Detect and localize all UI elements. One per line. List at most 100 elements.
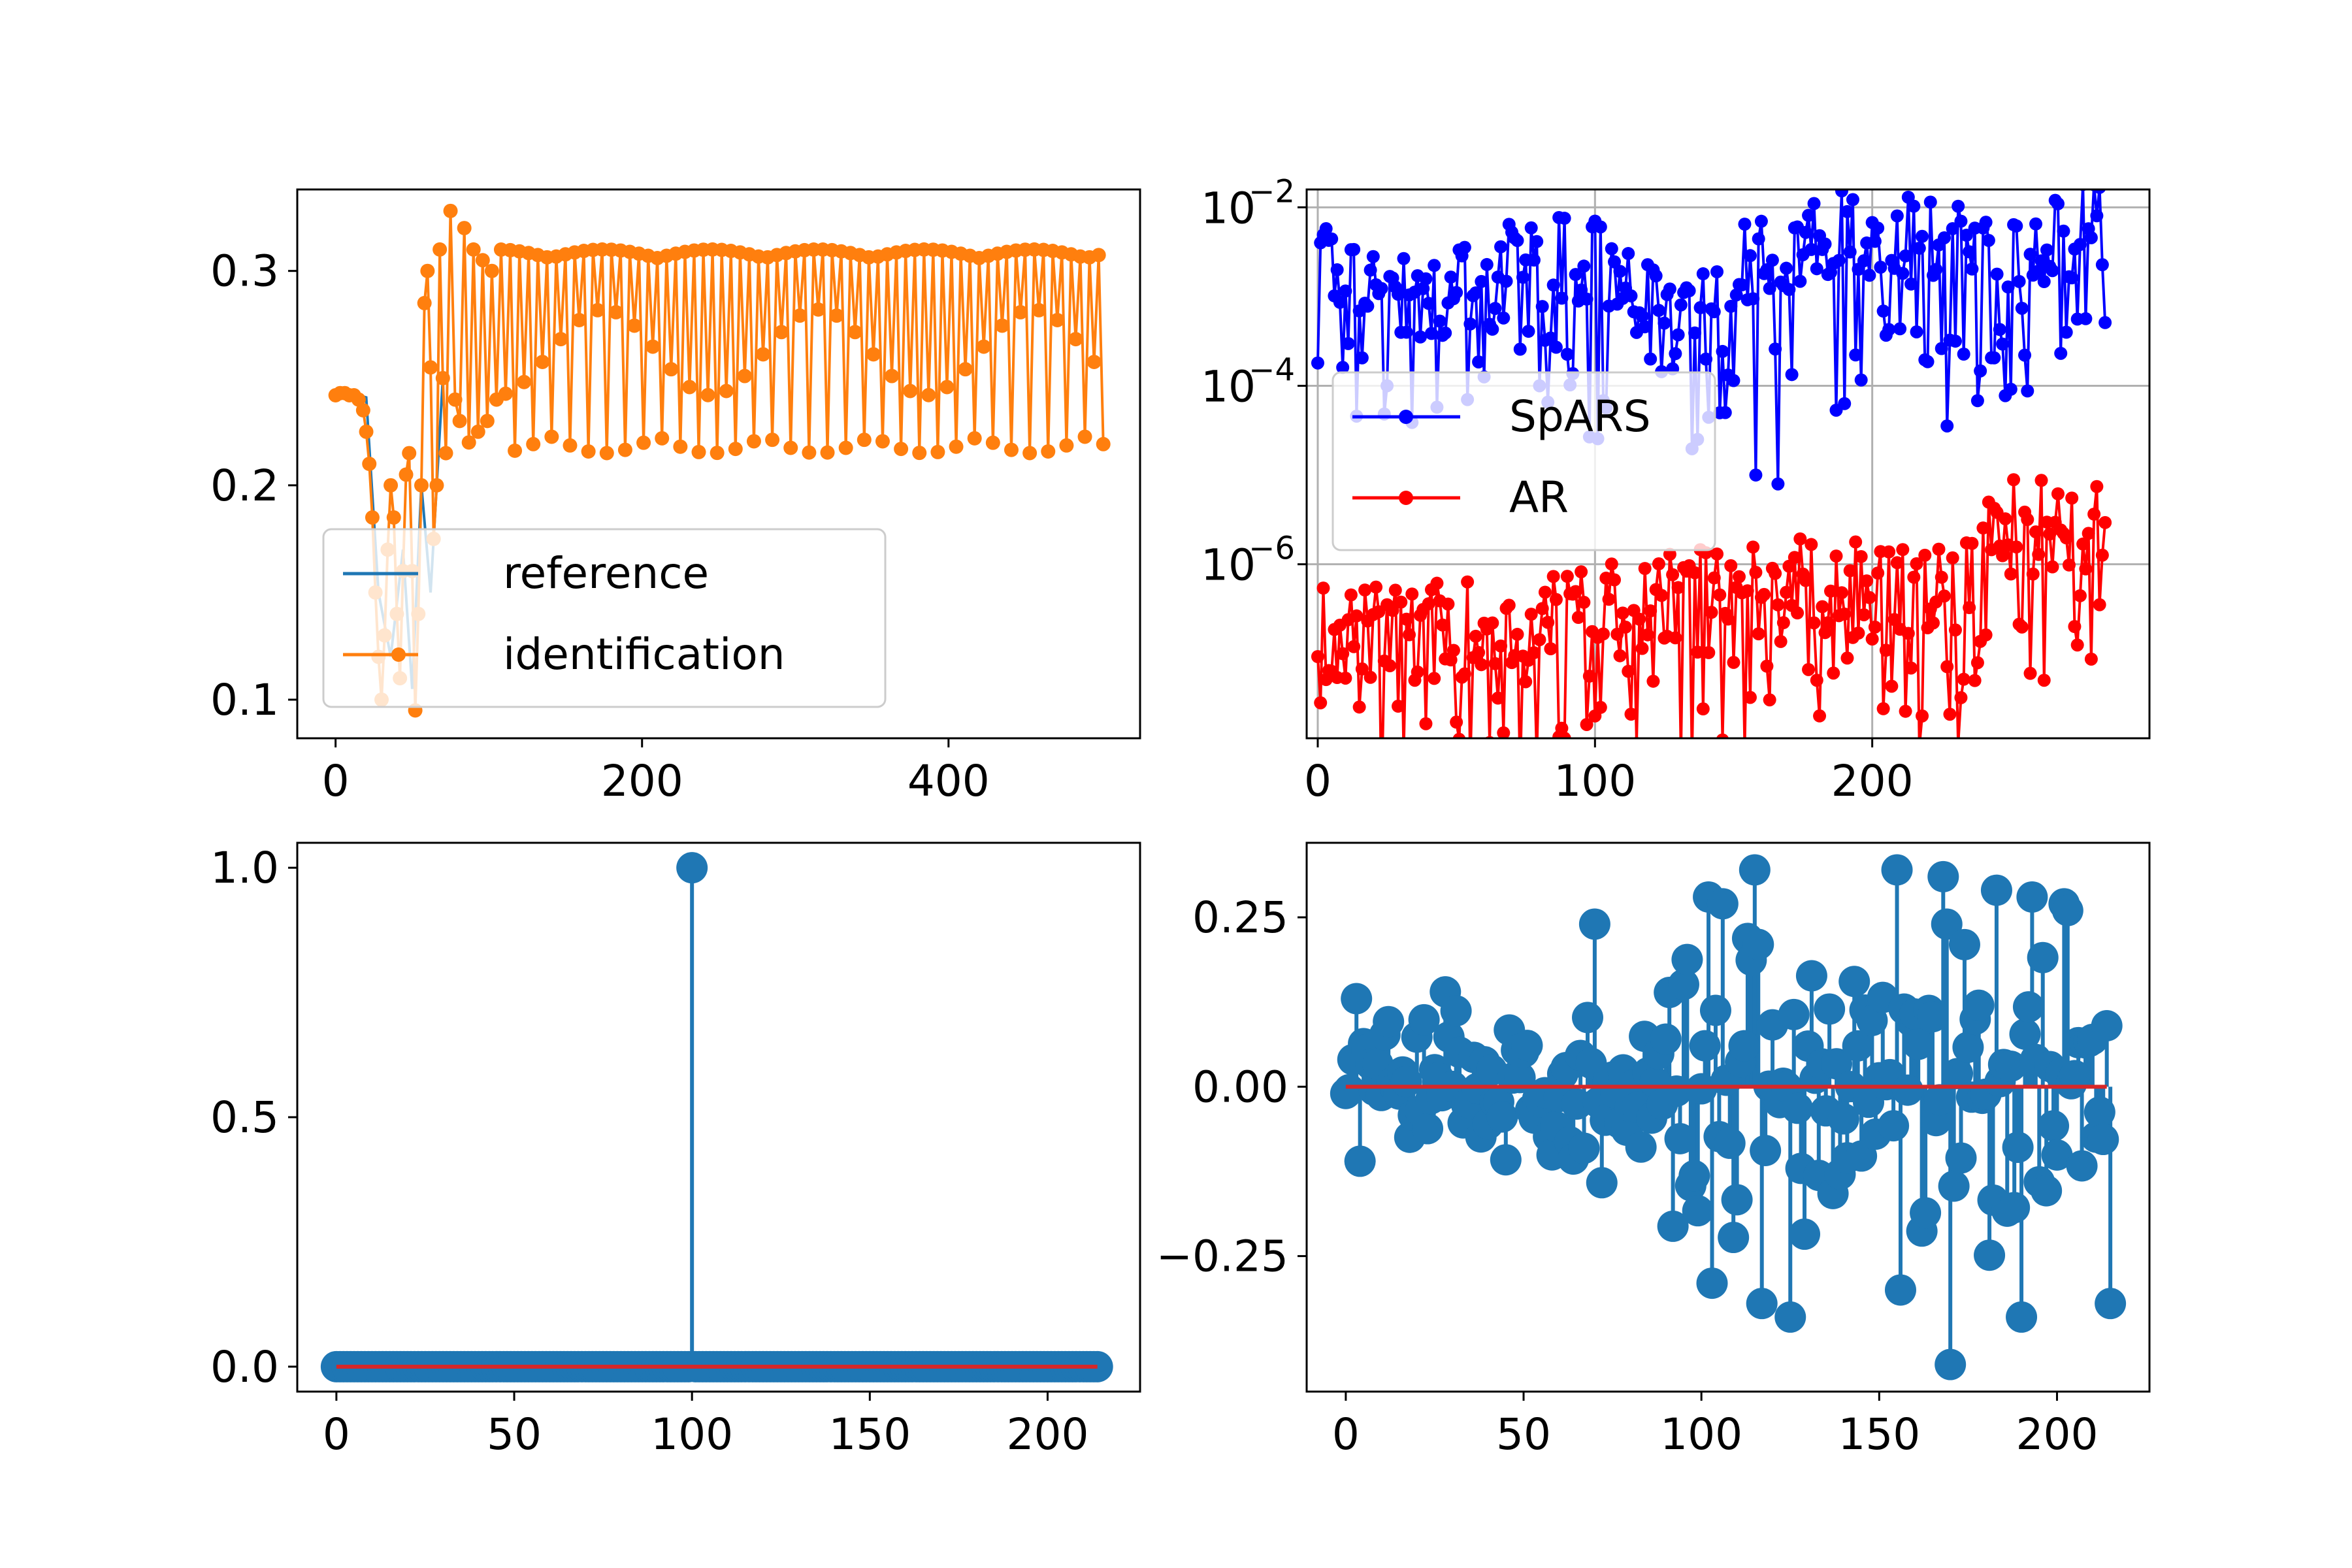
spars-point [1874,261,1887,274]
spars-point [1472,355,1486,368]
ar-point [1780,585,1793,599]
spars-point [1524,221,1538,235]
spars-point [1990,267,2004,281]
identification-point [1091,248,1106,263]
spars-point [1727,374,1740,387]
identification-point [829,308,844,323]
x-tick-label: 100 [651,1409,733,1460]
spars-point [1724,299,1738,313]
ar-point [1544,642,1558,656]
stem-marker [2009,1018,2041,1050]
ar-point [1616,606,1629,620]
spars-point [1921,355,1935,368]
ar-point [1802,662,1816,676]
spars-point [1707,305,1721,319]
stem-marker [1884,1274,1916,1306]
stem-marker [1838,966,1870,998]
spars-point [1970,394,1984,408]
ar-point [1907,570,1921,584]
identification-point [1022,446,1037,461]
spars-point [1682,284,1696,298]
ar-point [1927,616,1940,630]
ar-point [2037,674,2051,687]
identification-point [949,439,964,454]
identification-point [783,440,798,455]
identification-point [553,332,568,347]
legend-ar-label: AR [1509,472,1569,523]
ar-point [1732,570,1746,583]
identification-point [1086,354,1102,369]
identification-point [362,457,377,471]
spars-point [1513,342,1527,356]
x-tick-label: 150 [1838,1409,1920,1460]
stem-marker [1682,1195,1714,1227]
stem-marker [1490,1144,1522,1176]
stem-marker [1728,1030,1760,1062]
spars-point [2012,274,2026,288]
ar-point [1843,564,1857,578]
spars-point [1613,265,1627,278]
spars-point [1546,278,1560,292]
stem-marker [1903,1028,1935,1060]
stem-marker [1916,1001,1948,1033]
spars-point [2018,348,2032,362]
ar-point [1314,696,1328,710]
ar-point [1818,626,1832,640]
identification-point [710,446,725,461]
ar-point [1857,608,1870,621]
spars-point [1635,309,1649,323]
ar-point [1860,574,1874,588]
ar-point [1383,659,1397,673]
identification-point [1041,444,1056,459]
ar-point [2084,652,2098,666]
identification-point [599,446,614,461]
stem-marker [2041,1139,2073,1171]
stem-marker [1568,1132,1600,1164]
ar-point [1970,656,1984,670]
spars-point [1718,406,1732,419]
identification-point [885,368,900,384]
spars-point [1416,282,1430,295]
spars-point [2023,248,2037,261]
ar-point [1887,613,1901,627]
spars-point [1488,302,1502,316]
ar-point [1899,704,1912,718]
ar-point [1910,557,1923,570]
stem-marker [1486,1101,1518,1133]
spars-point [1433,314,1446,328]
spars-point [1749,468,1763,482]
ar-point [1752,627,1765,641]
ar-point [1965,536,1979,550]
identification-point [590,302,605,318]
stem-marker [1821,1048,1853,1080]
ar-point [1519,675,1533,689]
stem-marker [1671,943,1703,975]
identification-point [847,325,862,340]
spars-point [1771,477,1785,491]
spars-point [1652,304,1665,318]
spars-point [1793,274,1807,288]
ar-point [1386,604,1399,617]
spars-point [1993,323,2006,336]
identification-point [448,392,463,407]
ar-point [1840,651,1854,665]
stem-marker [1689,1030,1721,1062]
stem-marker [1678,1160,1710,1192]
spars-point [1769,342,1782,356]
identification-point [691,444,706,459]
spars-point [2065,271,2079,285]
ar-point [1876,702,1890,715]
x-tick-label: 150 [828,1409,911,1460]
ar-point [2026,567,2040,581]
stem-marker [1714,1127,1746,1159]
spars-point [1838,397,1852,410]
spars-point [1946,221,1959,235]
stem-marker [1572,1002,1603,1034]
spars-point [1333,295,1347,309]
spars-point [1527,253,1541,267]
legend-box [322,528,887,708]
identification-point [958,362,973,377]
spars-point [1760,263,1774,276]
x-tick-label: 200 [2016,1409,2098,1460]
